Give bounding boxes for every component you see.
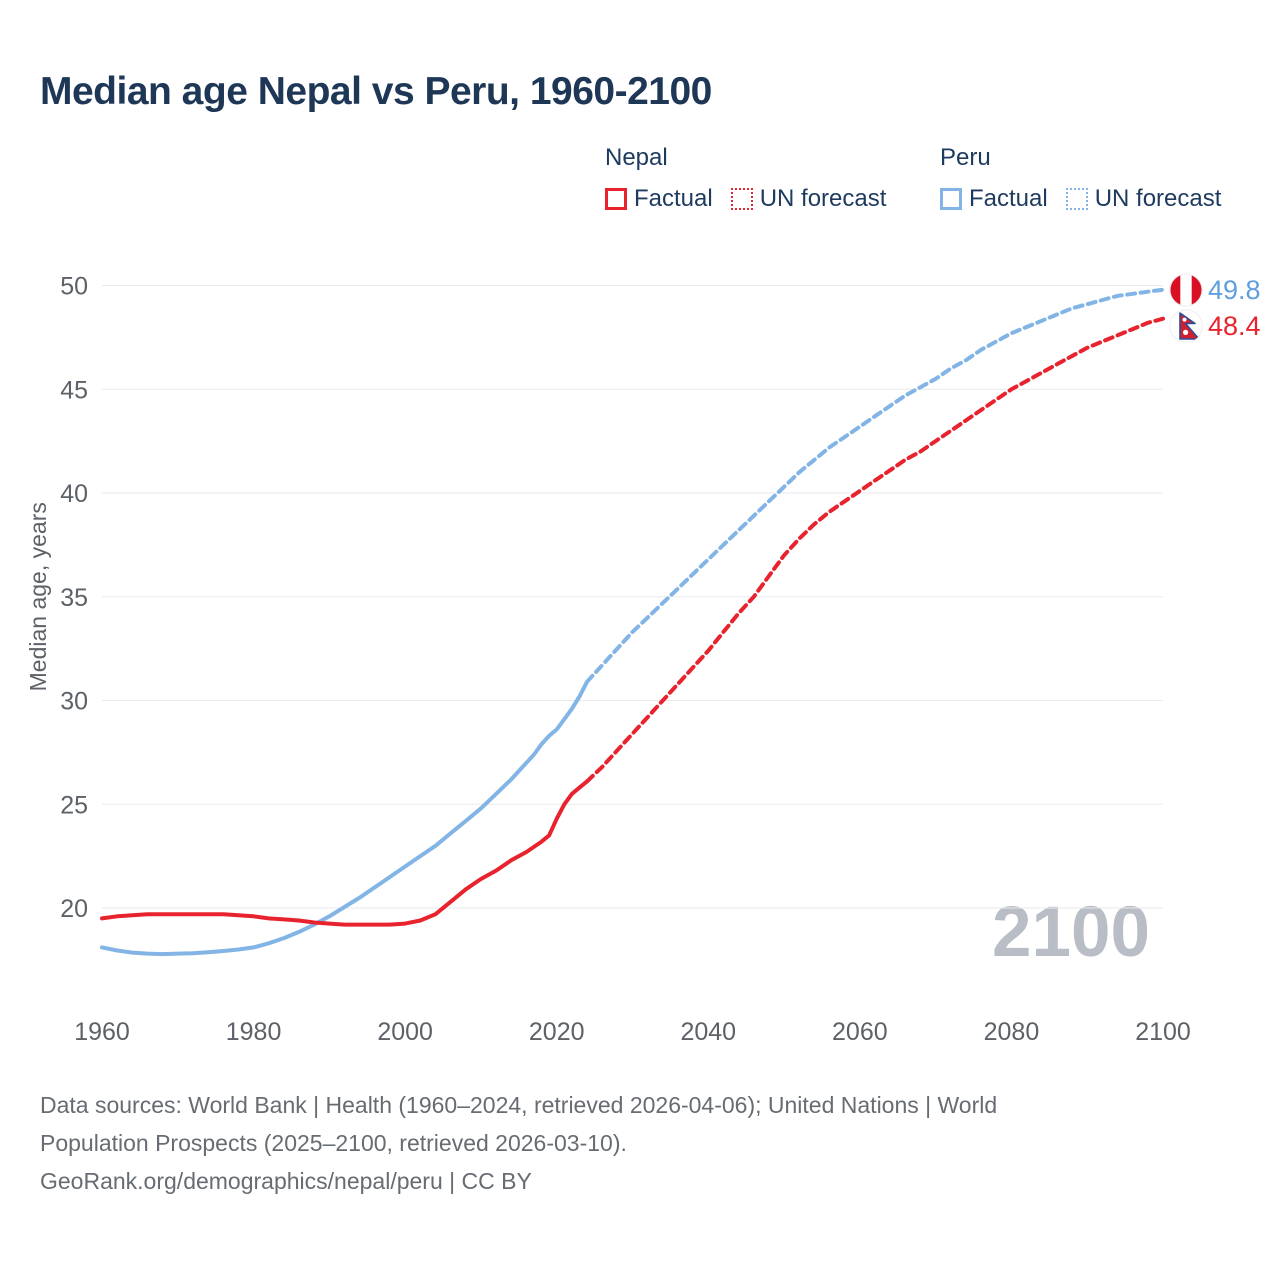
peru-forecast-swatch[interactable] bbox=[1065, 188, 1088, 210]
x-tick-label: 2000 bbox=[377, 1018, 433, 1046]
nepal-factual-swatch[interactable] bbox=[605, 188, 627, 210]
y-tick-label: 35 bbox=[60, 584, 88, 612]
data-sources-line-1: Data sources: World Bank | Health (1960–… bbox=[40, 1092, 998, 1118]
nepal-flag-icon bbox=[1169, 309, 1203, 343]
page-title: Median age Nepal vs Peru, 1960-2100 bbox=[40, 70, 712, 113]
peru-factual-label[interactable]: Factual bbox=[969, 185, 1048, 212]
peru-factual-swatch[interactable] bbox=[940, 188, 962, 210]
x-tick-label: 2040 bbox=[680, 1018, 736, 1046]
peru-forecast-label[interactable]: UN forecast bbox=[1094, 185, 1222, 212]
x-tick-label: 2100 bbox=[1135, 1018, 1191, 1046]
y-tick-label: 30 bbox=[60, 688, 88, 716]
peru-end-label: 49.8 bbox=[1169, 273, 1261, 307]
x-tick-label: 1980 bbox=[226, 1018, 282, 1046]
peru-factual-line[interactable] bbox=[100, 679, 589, 957]
x-tick-label: 2080 bbox=[984, 1018, 1040, 1046]
year-watermark: 2100 bbox=[992, 893, 1150, 972]
legend-group-nepal: Nepal Factual UN forecast bbox=[605, 144, 886, 213]
plot-svg: 20 25 30 35 40 45 50 1960 1980 2000 2020 2040 2060 20… bbox=[25, 273, 1191, 1047]
nepal-end-label: 48.4 bbox=[1169, 309, 1261, 343]
x-tick-label: 2020 bbox=[529, 1018, 585, 1046]
y-tick-label: 25 bbox=[60, 791, 88, 819]
nepal-factual-label[interactable]: Factual bbox=[634, 185, 713, 212]
peru-forecast-line[interactable] bbox=[585, 287, 1165, 684]
footer: Data sources: World Bank | Health (1960–… bbox=[40, 1086, 997, 1200]
nepal-forecast-swatch[interactable] bbox=[730, 188, 753, 210]
y-tick-label: 45 bbox=[60, 376, 88, 404]
attribution-link[interactable]: GeoRank.org/demographics/nepal/peru | CC… bbox=[40, 1168, 532, 1194]
legend-group-peru: Peru Factual UN forecast bbox=[940, 144, 1221, 213]
peru-flag-icon bbox=[1169, 273, 1203, 307]
peru-end-value: 49.8 bbox=[1208, 275, 1261, 305]
y-tick-label: 20 bbox=[60, 895, 88, 923]
data-sources-line-2: Population Prospects (2025–2100, retriev… bbox=[40, 1130, 627, 1156]
legend-country-peru: Peru bbox=[940, 144, 991, 171]
x-tick-label: 1960 bbox=[74, 1018, 130, 1046]
nepal-factual-line[interactable] bbox=[100, 779, 589, 927]
nepal-end-value: 48.4 bbox=[1208, 311, 1261, 341]
y-tick-label: 40 bbox=[60, 480, 88, 508]
legend-country-nepal: Nepal bbox=[605, 144, 668, 171]
nepal-forecast-label[interactable]: UN forecast bbox=[759, 185, 887, 212]
x-tick-label: 2060 bbox=[832, 1018, 888, 1046]
y-axis-title: Median age, years bbox=[25, 502, 51, 691]
y-tick-label: 50 bbox=[60, 273, 88, 301]
nepal-forecast-line[interactable] bbox=[585, 316, 1165, 784]
